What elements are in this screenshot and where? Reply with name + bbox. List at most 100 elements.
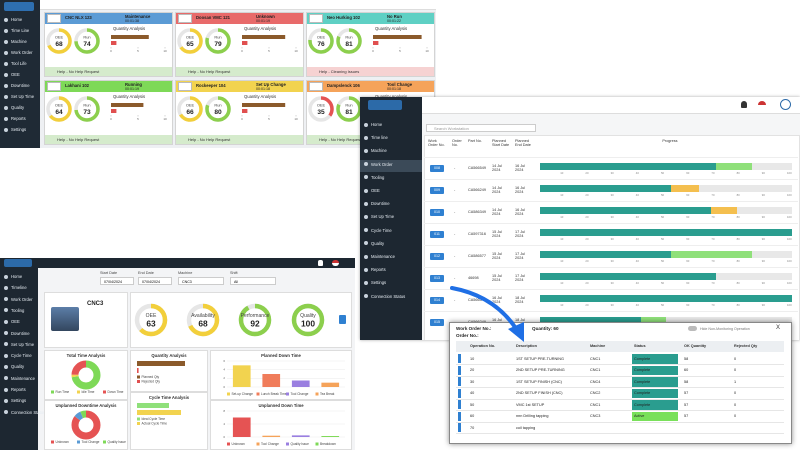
menu-item[interactable]: Time Line <box>11 28 30 33</box>
menu-item[interactable]: OEE <box>11 72 20 77</box>
gauge-value: 100 <box>301 318 315 328</box>
search-box[interactable]: Search Workstation <box>426 124 536 132</box>
card-header <box>307 81 434 92</box>
menu-item[interactable]: Timeline <box>11 285 27 291</box>
work-order-button[interactable]: 009 <box>430 187 444 194</box>
status-cell <box>632 377 678 387</box>
gauge-label: Run <box>345 35 352 40</box>
menu-item[interactable]: Tooling <box>11 307 25 313</box>
menu-item[interactable]: Quality <box>11 364 25 370</box>
cell: CNC2 <box>590 391 601 395</box>
work-order-button[interactable]: 013 <box>430 275 444 282</box>
cell: CNC4 <box>590 379 601 384</box>
menu-item[interactable]: OEE <box>371 188 380 193</box>
progress-tick: 90 <box>761 259 765 263</box>
menu-item[interactable]: Set Up Time <box>11 341 35 347</box>
chart-title: Planned Down Time <box>261 353 301 358</box>
menu-item[interactable]: Downtime <box>11 83 30 88</box>
close-button[interactable]: X <box>776 325 781 331</box>
machine-image <box>47 14 61 23</box>
work-order-button[interactable]: 015 <box>430 319 444 326</box>
gauge-value: 80 <box>214 109 222 116</box>
menu-item[interactable]: Maintenance <box>11 375 35 381</box>
legend-label: Rejected Qty <box>142 379 161 383</box>
progress-tick: 100 <box>787 171 792 175</box>
menu-item[interactable]: Cycle Time <box>11 353 32 359</box>
menu-item[interactable]: Home <box>11 274 23 279</box>
filter-input[interactable]: 07/04/2024 <box>138 277 172 285</box>
machine-name: CNC NLX 123 <box>65 14 92 20</box>
work-order-button[interactable]: 011 <box>430 231 444 238</box>
machine-name: Lakhani 102 <box>65 82 89 88</box>
bar <box>321 436 340 437</box>
work-order-button[interactable]: 010 <box>430 209 444 216</box>
gauge-value: 35 <box>317 109 325 116</box>
order-no: - <box>454 188 456 192</box>
menu-item[interactable]: Home <box>371 122 383 127</box>
toggle-switch[interactable] <box>688 326 697 331</box>
gauge-arc <box>238 303 272 337</box>
menu-item[interactable]: Work Order <box>11 296 33 302</box>
menu-item[interactable]: Maintenance <box>371 254 395 259</box>
cell: 30 <box>470 379 475 384</box>
card-header <box>45 13 172 24</box>
menu-item[interactable]: Home <box>11 17 23 22</box>
menu-item[interactable]: Settings <box>11 127 27 132</box>
machine-time: 00:01:18 <box>256 87 270 91</box>
menu-item[interactable]: Connection Status <box>11 409 46 415</box>
menu-item[interactable]: Machine <box>11 39 27 44</box>
gauge-value: 63 <box>146 318 156 328</box>
filter-input[interactable]: CNC3 <box>178 277 224 285</box>
y-tick-label: 4 <box>223 367 225 371</box>
legend-swatch <box>51 390 54 394</box>
work-order-button[interactable]: 008 <box>430 165 444 172</box>
menu-item[interactable]: Quality <box>11 105 25 110</box>
menu-item[interactable]: Set Up Time <box>371 214 395 220</box>
legend-swatch <box>315 442 319 446</box>
menu-item[interactable]: Quality <box>371 240 385 246</box>
column-header: Progress <box>662 139 678 143</box>
menu-item[interactable]: Settings <box>11 398 27 404</box>
machine-time: 00:01:22 <box>387 19 401 23</box>
legend-label: Tool Change <box>291 392 309 396</box>
end-date: 18 Jul 2024 <box>515 296 526 304</box>
cell: 0 <box>734 402 737 407</box>
menu-item[interactable]: Work Order <box>11 50 33 55</box>
menu-item[interactable]: Connection Status <box>371 293 406 299</box>
menu-item[interactable]: Time line <box>371 135 388 141</box>
menu-icon <box>4 50 8 55</box>
machine-name: Neo Hurking 102 <box>327 14 361 20</box>
work-order-button[interactable]: 014 <box>430 297 444 304</box>
work-order-button[interactable]: 012 <box>430 253 444 260</box>
menu-item[interactable]: Reports <box>371 267 386 273</box>
analysis-title: Quantity Analysis <box>375 94 407 99</box>
tick-label: 5 <box>137 49 139 53</box>
menu-item[interactable]: Tool Life <box>11 61 27 66</box>
menu-item[interactable]: Set Up Time <box>11 94 35 99</box>
gauge-label: Run <box>214 103 221 108</box>
order-no: - <box>454 276 456 280</box>
menu-item[interactable]: Downtime <box>11 330 30 336</box>
menu-item[interactable]: Work Order <box>371 161 393 167</box>
help-bar: Help - No Help Request <box>176 67 303 76</box>
menu-item[interactable]: Tooling <box>371 174 385 180</box>
menu-item[interactable]: Reports <box>11 116 26 121</box>
filter-input[interactable]: All <box>230 277 276 285</box>
chart-title: Total Time Analysis <box>66 353 106 358</box>
menu-item[interactable]: Reports <box>11 387 26 392</box>
menu-item[interactable]: OEE <box>11 319 20 325</box>
filter-input[interactable]: 07/04/2024 <box>100 277 134 285</box>
bar <box>137 403 169 408</box>
bar <box>262 374 281 387</box>
row-divider <box>424 267 798 268</box>
chart-panel: Quantity Analysis Planned Qty Rejected Qty <box>130 350 208 392</box>
row-divider <box>424 289 798 290</box>
menu-item[interactable]: Downtime <box>371 201 390 207</box>
machine-dashboard-screen: Home Timeline Work Order Tooling OEE Downtime… <box>0 258 355 450</box>
gauge-arc <box>177 96 203 122</box>
menu-item[interactable]: Machine <box>371 148 387 154</box>
menu-item[interactable]: Settings <box>371 280 387 286</box>
menu-item[interactable]: Cycle Time <box>371 227 392 233</box>
machine-status: Tool Change <box>387 82 413 87</box>
